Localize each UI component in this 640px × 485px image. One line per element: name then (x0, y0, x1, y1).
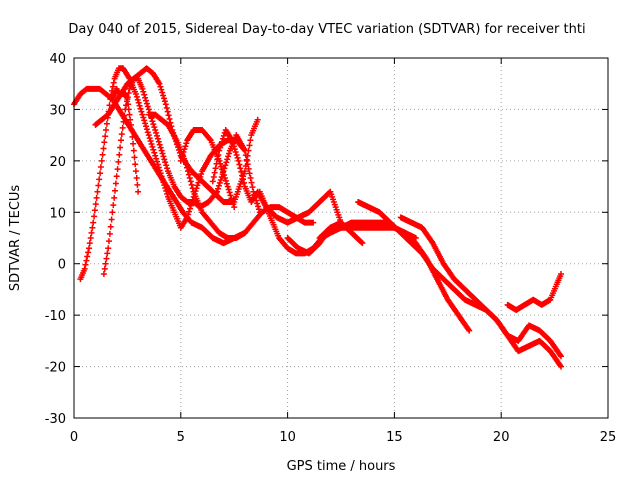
y-tick-label: 30 (49, 103, 66, 118)
series-track-14 (504, 271, 564, 313)
y-tick-label: 10 (49, 206, 66, 221)
y-tick-label: -10 (45, 309, 66, 324)
x-tick-label: 15 (386, 430, 403, 445)
y-tick-label: 20 (49, 155, 66, 170)
series-markers (109, 85, 142, 195)
x-tick-label: 0 (70, 430, 78, 445)
y-axis-label: SDTVAR / TECUs (8, 185, 23, 292)
y-tick-label: -30 (45, 412, 66, 427)
plot-frame (73, 57, 609, 419)
series-track-7 (177, 127, 238, 211)
y-tick-label: -20 (45, 361, 66, 376)
x-tick-label: 25 (600, 430, 617, 445)
series-markers (100, 75, 263, 277)
series-markers (504, 271, 564, 313)
chart-title: Day 040 of 2015, Sidereal Day-to-day VTE… (68, 22, 585, 37)
y-tick-label: 40 (49, 52, 66, 67)
series-track-4 (100, 75, 263, 277)
x-tick-label: 20 (493, 430, 510, 445)
x-tick-label: 10 (279, 430, 296, 445)
axis-ticks: 0 5 10 15 20 25 -30 -20 -10 0 10 20 30 40 (45, 52, 617, 445)
series-track-5 (109, 85, 142, 195)
series-markers (397, 214, 564, 360)
x-axis-label: GPS time / hours (287, 459, 396, 474)
x-tick-label: 5 (177, 430, 185, 445)
y-tick-label: 0 (58, 258, 66, 273)
series-markers (177, 127, 238, 211)
series-track-13 (397, 214, 564, 360)
